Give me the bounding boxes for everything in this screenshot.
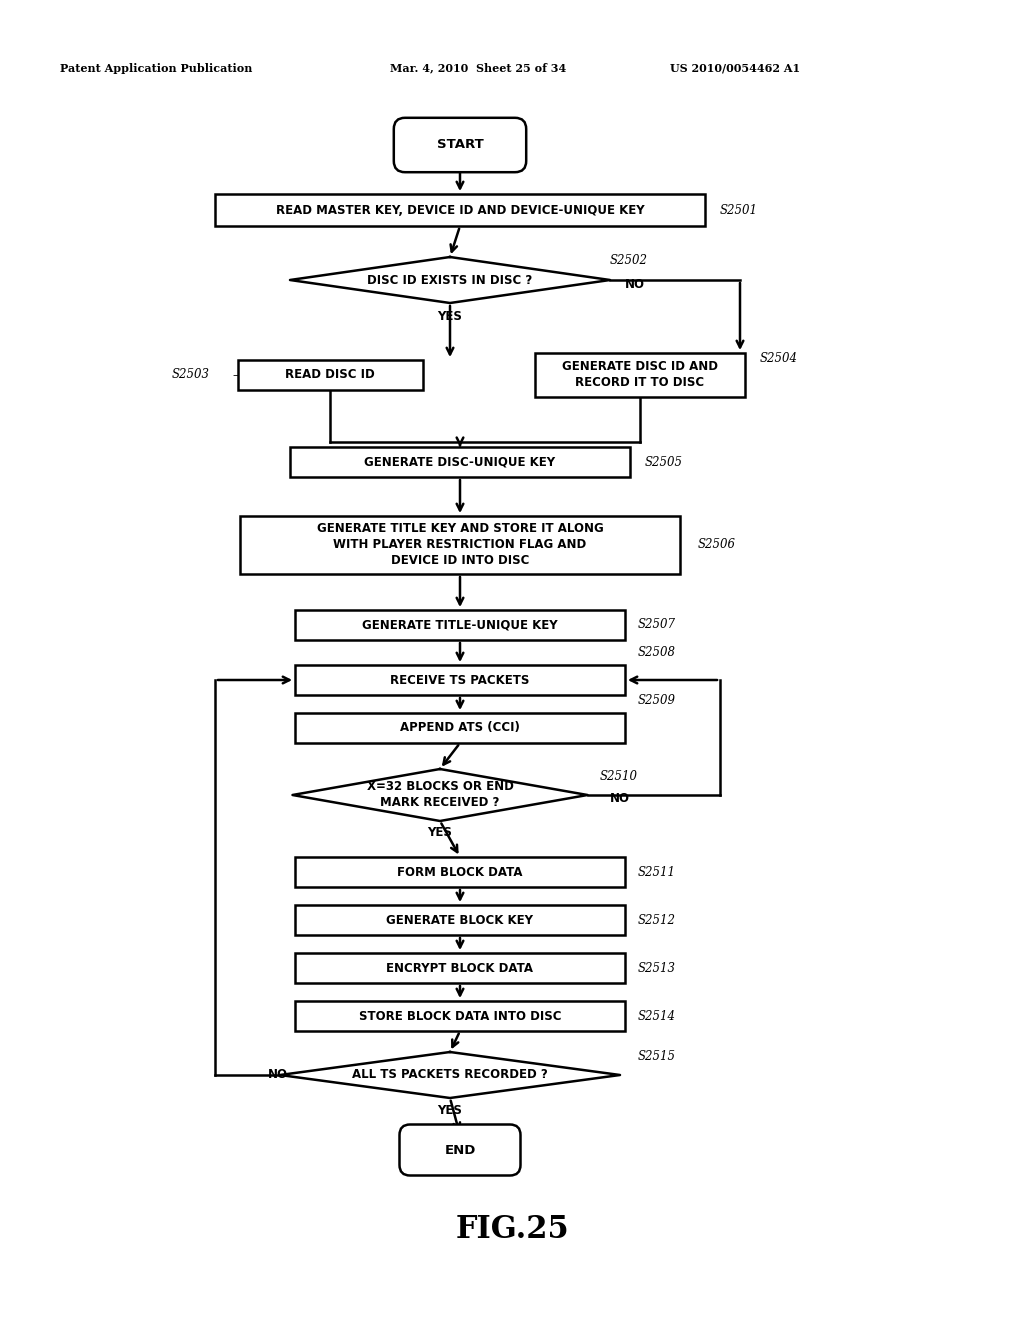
- Text: FIG.25: FIG.25: [456, 1214, 568, 1246]
- Text: S2507: S2507: [638, 619, 676, 631]
- Text: END: END: [444, 1143, 476, 1156]
- Text: US 2010/0054462 A1: US 2010/0054462 A1: [670, 62, 800, 74]
- FancyBboxPatch shape: [295, 857, 625, 887]
- Text: –: –: [232, 370, 238, 380]
- Text: ALL TS PACKETS RECORDED ?: ALL TS PACKETS RECORDED ?: [352, 1068, 548, 1081]
- Text: READ DISC ID: READ DISC ID: [285, 368, 375, 381]
- FancyBboxPatch shape: [290, 447, 630, 477]
- Text: GENERATE BLOCK KEY: GENERATE BLOCK KEY: [386, 913, 534, 927]
- Text: READ MASTER KEY, DEVICE ID AND DEVICE-UNIQUE KEY: READ MASTER KEY, DEVICE ID AND DEVICE-UN…: [275, 203, 644, 216]
- Text: GENERATE TITLE KEY AND STORE IT ALONG
WITH PLAYER RESTRICTION FLAG AND
DEVICE ID: GENERATE TITLE KEY AND STORE IT ALONG WI…: [316, 523, 603, 568]
- FancyBboxPatch shape: [238, 360, 423, 389]
- FancyBboxPatch shape: [295, 953, 625, 983]
- Text: DISC ID EXISTS IN DISC ?: DISC ID EXISTS IN DISC ?: [368, 273, 532, 286]
- Text: START: START: [436, 139, 483, 152]
- FancyBboxPatch shape: [295, 713, 625, 743]
- Text: S2504: S2504: [760, 352, 798, 366]
- Polygon shape: [290, 257, 610, 304]
- Text: S2501: S2501: [720, 203, 758, 216]
- FancyBboxPatch shape: [535, 352, 745, 397]
- FancyBboxPatch shape: [399, 1125, 520, 1176]
- FancyBboxPatch shape: [215, 194, 705, 226]
- Text: NO: NO: [268, 1068, 288, 1081]
- FancyBboxPatch shape: [240, 516, 680, 574]
- Text: S2509: S2509: [638, 693, 676, 706]
- Text: S2512: S2512: [638, 913, 676, 927]
- Text: GENERATE DISC-UNIQUE KEY: GENERATE DISC-UNIQUE KEY: [365, 455, 556, 469]
- Text: STORE BLOCK DATA INTO DISC: STORE BLOCK DATA INTO DISC: [358, 1010, 561, 1023]
- Text: S2505: S2505: [645, 455, 683, 469]
- Text: S2506: S2506: [698, 539, 736, 552]
- Text: S2511: S2511: [638, 866, 676, 879]
- Text: FORM BLOCK DATA: FORM BLOCK DATA: [397, 866, 522, 879]
- Text: GENERATE DISC ID AND
RECORD IT TO DISC: GENERATE DISC ID AND RECORD IT TO DISC: [562, 360, 718, 389]
- Text: RECEIVE TS PACKETS: RECEIVE TS PACKETS: [390, 673, 529, 686]
- FancyBboxPatch shape: [295, 1001, 625, 1031]
- FancyBboxPatch shape: [394, 117, 526, 172]
- Text: X=32 BLOCKS OR END
MARK RECEIVED ?: X=32 BLOCKS OR END MARK RECEIVED ?: [367, 780, 513, 809]
- Text: NO: NO: [625, 279, 645, 292]
- Text: S2515: S2515: [638, 1051, 676, 1064]
- Text: YES: YES: [428, 826, 453, 840]
- Polygon shape: [280, 1052, 620, 1098]
- Text: Mar. 4, 2010  Sheet 25 of 34: Mar. 4, 2010 Sheet 25 of 34: [390, 62, 566, 74]
- Text: NO: NO: [610, 792, 630, 805]
- Polygon shape: [293, 770, 588, 821]
- FancyBboxPatch shape: [295, 610, 625, 640]
- Text: S2513: S2513: [638, 961, 676, 974]
- Text: Patent Application Publication: Patent Application Publication: [60, 62, 252, 74]
- Text: YES: YES: [437, 309, 463, 322]
- FancyBboxPatch shape: [295, 906, 625, 935]
- Text: S2502: S2502: [610, 253, 648, 267]
- Text: ENCRYPT BLOCK DATA: ENCRYPT BLOCK DATA: [386, 961, 534, 974]
- FancyBboxPatch shape: [295, 665, 625, 696]
- Text: APPEND ATS (CCI): APPEND ATS (CCI): [400, 722, 520, 734]
- Text: S2503: S2503: [172, 368, 210, 381]
- Text: YES: YES: [437, 1105, 463, 1118]
- Text: GENERATE TITLE-UNIQUE KEY: GENERATE TITLE-UNIQUE KEY: [362, 619, 558, 631]
- Text: S2508: S2508: [638, 645, 676, 659]
- Text: S2510: S2510: [600, 771, 638, 784]
- Text: S2514: S2514: [638, 1010, 676, 1023]
